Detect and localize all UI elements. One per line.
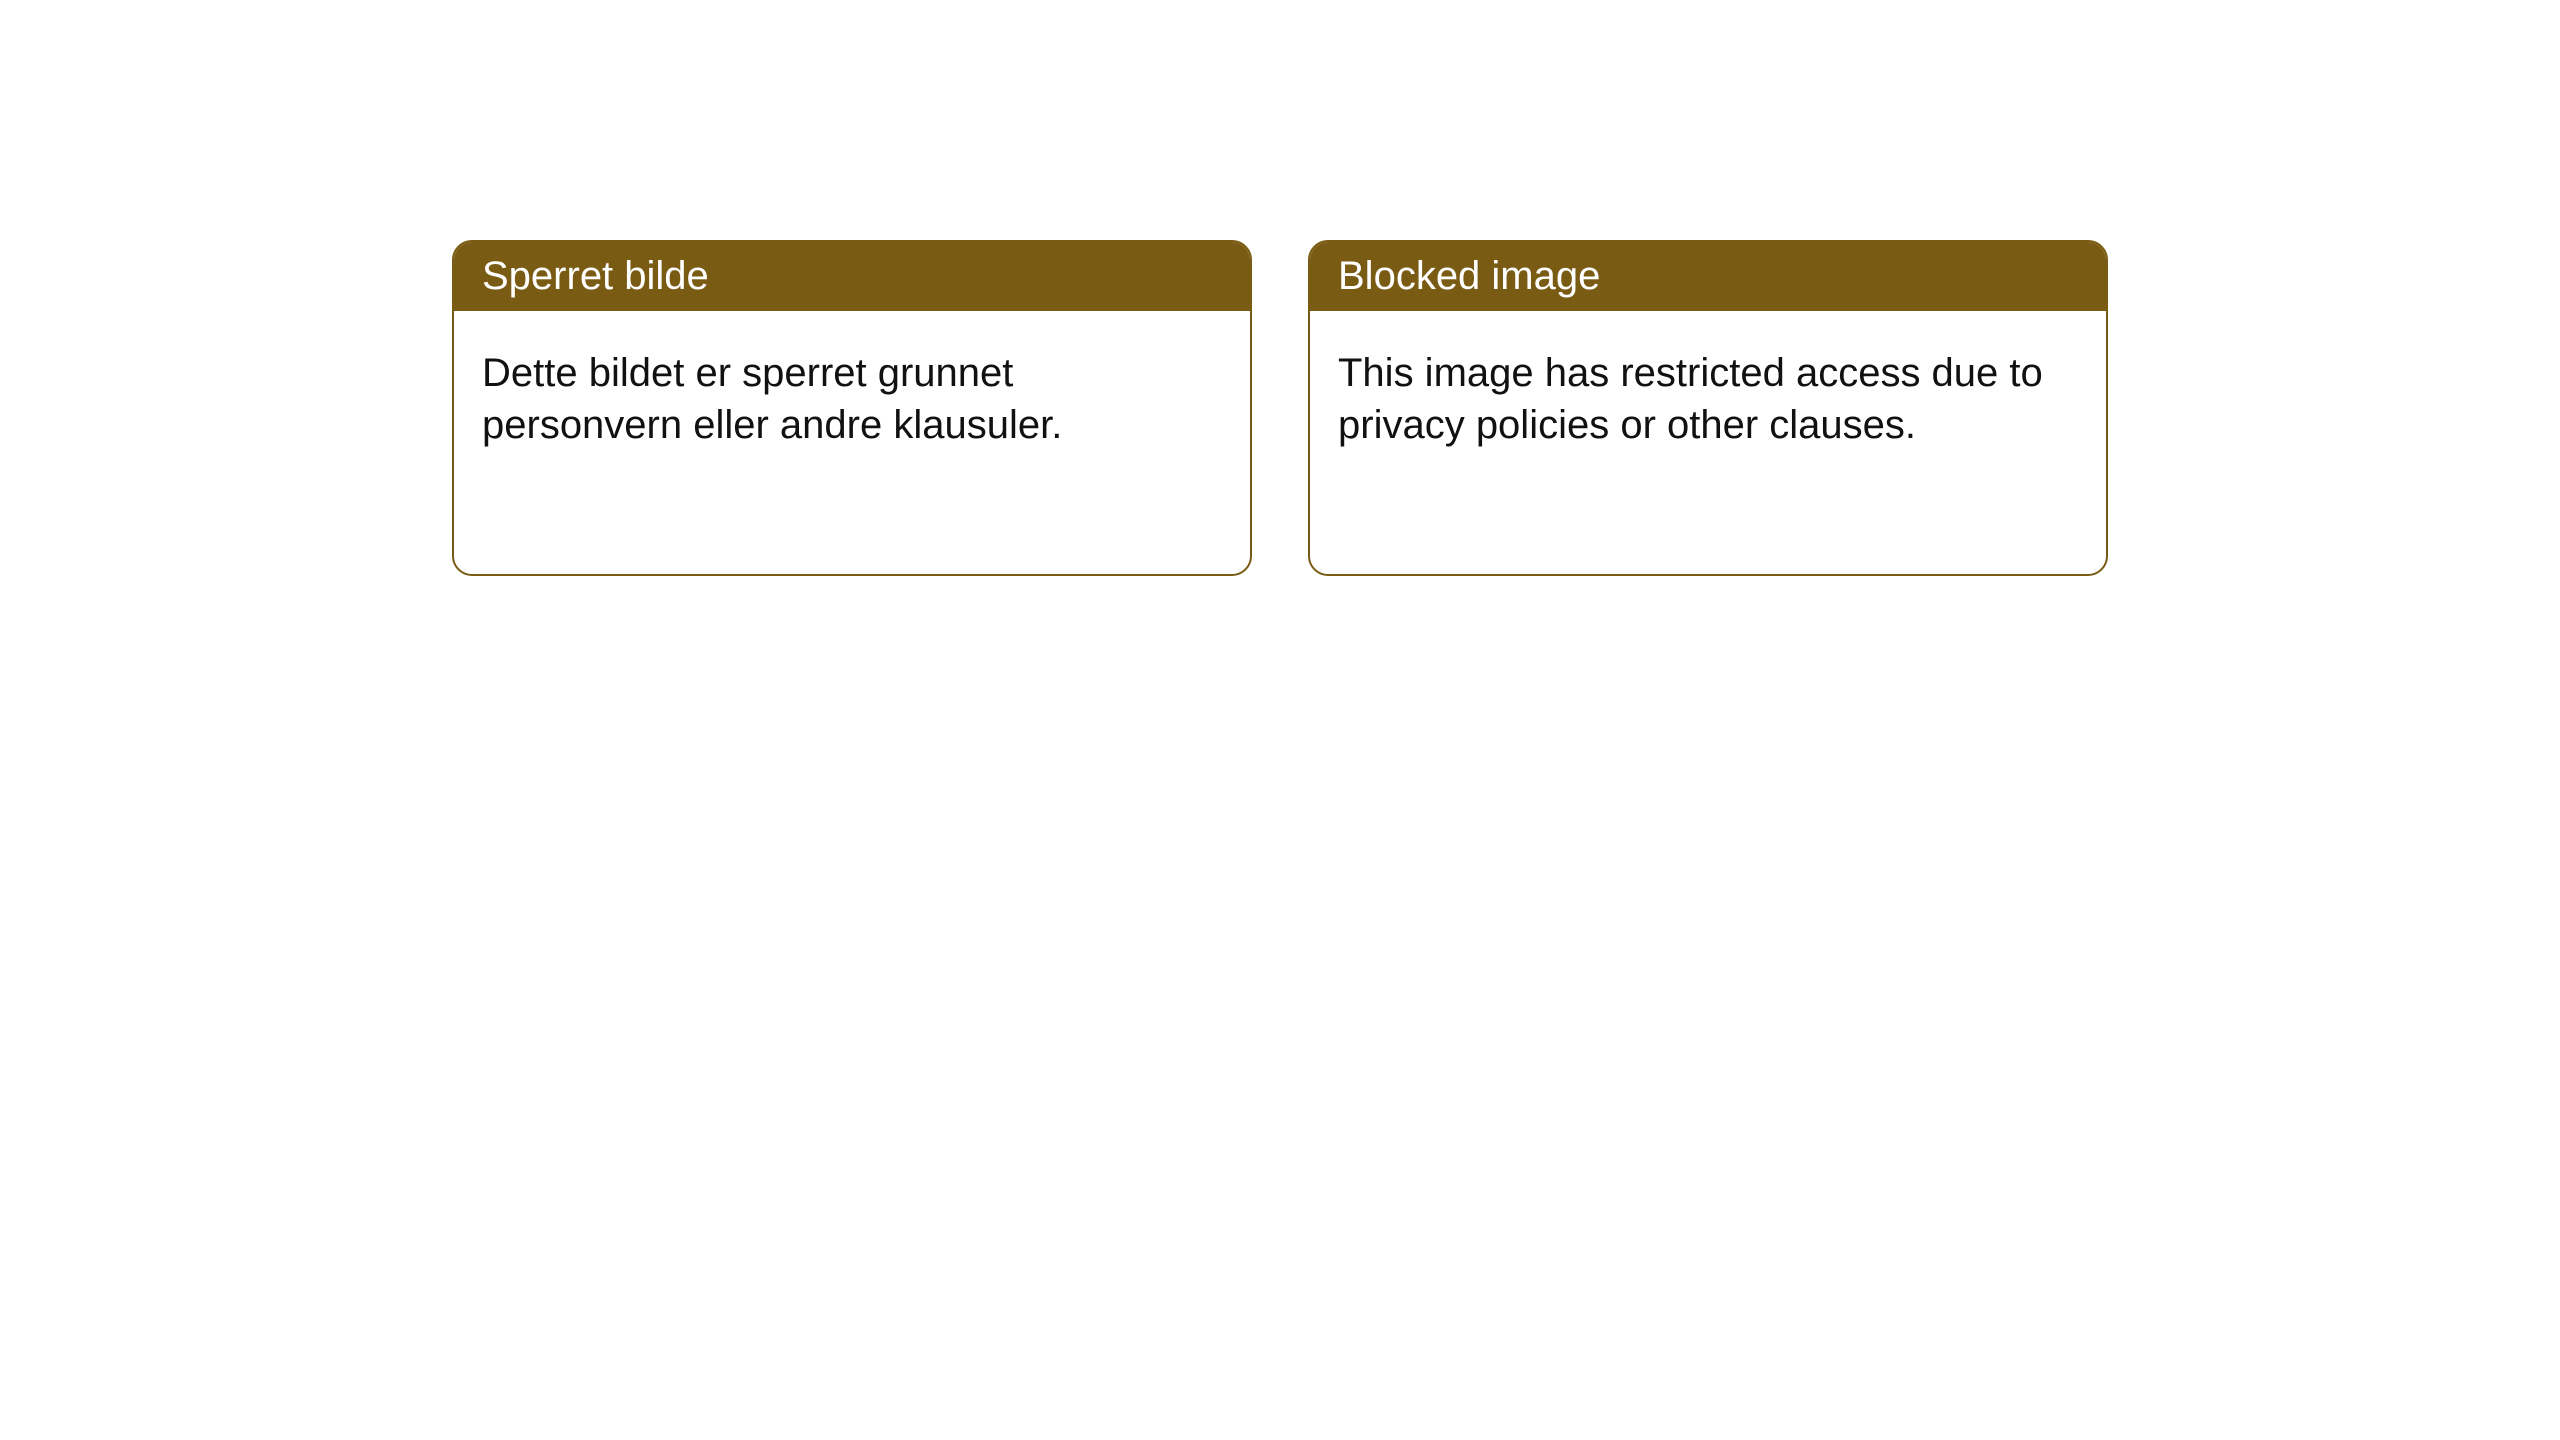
notice-card-body: This image has restricted access due to … xyxy=(1310,311,2106,487)
notice-card-title: Blocked image xyxy=(1310,242,2106,311)
notice-card-norwegian: Sperret bilde Dette bildet er sperret gr… xyxy=(452,240,1252,576)
notice-card-title: Sperret bilde xyxy=(454,242,1250,311)
notice-cards-container: Sperret bilde Dette bildet er sperret gr… xyxy=(0,0,2560,576)
notice-card-english: Blocked image This image has restricted … xyxy=(1308,240,2108,576)
notice-card-body: Dette bildet er sperret grunnet personve… xyxy=(454,311,1250,487)
